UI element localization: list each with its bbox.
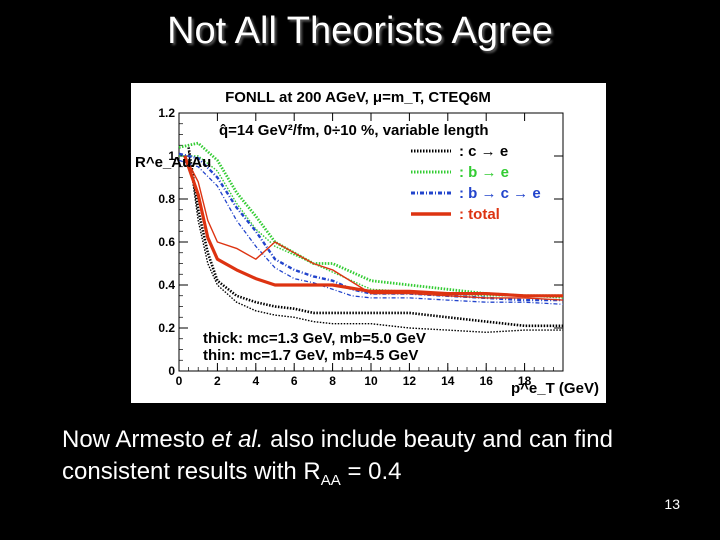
series-line <box>187 147 563 328</box>
chart-subtitle: q̂=14 GeV²/fm, 0÷10 %, variable length <box>219 122 489 139</box>
y-tick-label: 0.6 <box>158 235 175 249</box>
y-tick-label: 0.2 <box>158 321 175 335</box>
legend-label: : b → e <box>459 164 509 181</box>
x-tick-label: 4 <box>252 374 259 388</box>
series-line <box>187 151 563 334</box>
x-tick-label: 6 <box>291 374 298 388</box>
x-tick-label: 0 <box>176 374 183 388</box>
x-tick-label: 12 <box>403 374 417 388</box>
raa-chart-figure: 0 2 4 6 8 10 12 14 16 18 0 0.2 0.4 0.6 0.8 1 1.2 : c → e… <box>131 83 606 403</box>
legend-label: : b → c → e <box>459 185 541 202</box>
x-tick-label: 8 <box>329 374 336 388</box>
x-tick-label: 10 <box>364 374 378 388</box>
y-tick-label: 1 <box>168 149 175 163</box>
slide-title: Not All Theorists Agree <box>167 10 553 52</box>
legend-label: : c → e <box>459 143 508 160</box>
chart-legend: : c → e : b → e : b → c → e : total <box>411 143 541 223</box>
caption-text-start: Now Armesto <box>62 426 212 453</box>
y-axis-label: R^e_AuAu <box>135 154 211 171</box>
y-tick-label: 0.4 <box>158 278 175 292</box>
x-tick-label: 18 <box>518 374 532 388</box>
y-tick-label: 0 <box>168 364 175 378</box>
chart-axes: 0 2 4 6 8 10 12 14 16 18 0 0.2 0.4 0.6 0.8 1 1.2 <box>158 106 564 388</box>
y-tick-label: 1.2 <box>158 106 175 120</box>
series-line <box>178 141 563 298</box>
x-tick-label: 16 <box>480 374 494 388</box>
annotation-thick: thick: mc=1.3 GeV, mb=5.0 GeV <box>203 330 426 347</box>
x-tick-label: 2 <box>214 374 221 388</box>
x-axis-label: p^e_T (GeV) <box>511 380 599 397</box>
chart-title: FONLL at 200 AGeV, μ=m_T, CTEQ6M <box>225 89 491 106</box>
caption-text-end: = 0.4 <box>340 458 402 485</box>
x-tick-label: 14 <box>441 374 455 388</box>
page-number: 13 <box>664 496 680 512</box>
caption-italic: et al. <box>211 426 264 453</box>
caption-text-mid: also include beauty and can find consist… <box>62 426 614 485</box>
series-line <box>183 155 563 298</box>
series-line <box>178 159 564 305</box>
slide-caption: Now Armesto et al. also include beauty a… <box>62 424 682 497</box>
y-tick-label: 0.8 <box>158 192 175 206</box>
caption-subscript: AA <box>320 471 341 489</box>
legend-label: : total <box>459 206 500 223</box>
raa-chart: 0 2 4 6 8 10 12 14 16 18 0 0.2 0.4 0.6 0.8 1 1.2 : c → e… <box>135 89 599 397</box>
annotation-thin: thin: mc=1.7 GeV, mb=4.5 GeV <box>203 347 418 364</box>
chart-series <box>178 141 564 334</box>
series-line <box>184 155 564 301</box>
